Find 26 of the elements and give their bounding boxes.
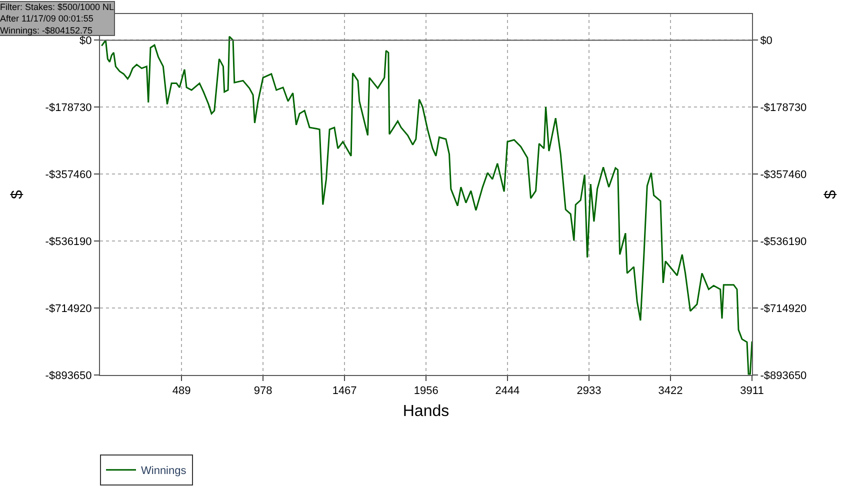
y-tick-label: -$714920 (45, 302, 92, 315)
x-axis-title: Hands (402, 402, 450, 420)
y-tick-label: -$893650 (45, 370, 92, 382)
y-tick-label: -$178730 (45, 102, 92, 114)
x-tick-label: 3911 (740, 385, 764, 398)
y2-tick-label: -$178730 (760, 102, 807, 114)
x-tick-label: 978 (254, 385, 272, 398)
line-series (100, 36, 752, 375)
y2-tick-label: -$357460 (760, 168, 807, 181)
x-tick-label: 2933 (576, 385, 602, 398)
annotation: Filter: Stakes: $500/1000 NL After 11/17/09 00:01:55 Winnings: -$804152.75 (0, 2, 114, 36)
y2-tick-label: -$536190 (760, 236, 807, 248)
y-tick-label: -$536190 (45, 236, 92, 248)
x-tick-label: 1467 (332, 385, 357, 398)
x-tick-label: 3422 (658, 385, 683, 398)
y2-axis-title: $ (822, 190, 840, 199)
y2-tick-label: -$893650 (760, 370, 807, 382)
y2-tick-label: $0 (760, 35, 772, 48)
y-tick-label: $0 (80, 35, 92, 48)
y-tick-label: -$357460 (45, 168, 92, 181)
legend-label: Winnings (141, 465, 187, 478)
x-tick-label: 489 (172, 385, 191, 398)
x-tick-label: 1956 (414, 385, 438, 398)
y-axis-title: $ (9, 190, 26, 199)
y2-tick-label: -$714920 (760, 302, 807, 315)
x-tick-label: 2444 (495, 385, 520, 398)
